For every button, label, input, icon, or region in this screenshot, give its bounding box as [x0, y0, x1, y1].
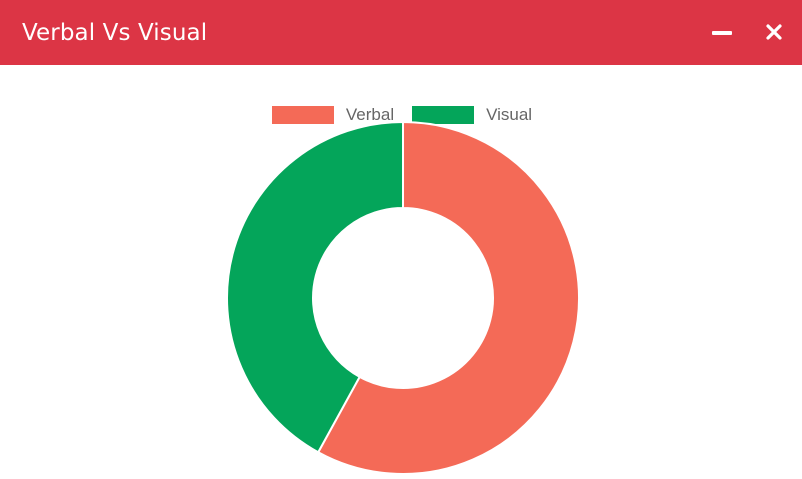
donut-slice-verbal[interactable] [316, 120, 580, 475]
close-icon [766, 24, 782, 40]
legend-swatch-verbal [271, 106, 334, 124]
minimize-button[interactable] [708, 18, 736, 46]
donut-chart [226, 120, 580, 475]
chart-legend: Verbal Visual [0, 105, 802, 125]
minus-icon [712, 31, 732, 35]
legend-label-visual: Visual [486, 105, 533, 124]
legend-item-verbal[interactable]: Verbal [271, 105, 395, 125]
panel-title: Verbal Vs Visual [22, 19, 208, 46]
legend-swatch-visual [412, 106, 475, 124]
donut-slice-visual[interactable] [226, 120, 404, 454]
legend-label-verbal: Verbal [345, 105, 395, 124]
close-button[interactable] [760, 18, 788, 46]
panel-header: Verbal Vs Visual [0, 0, 802, 65]
chart-area: Verbal Visual [0, 65, 802, 479]
legend-item-visual[interactable]: Visual [412, 105, 532, 125]
